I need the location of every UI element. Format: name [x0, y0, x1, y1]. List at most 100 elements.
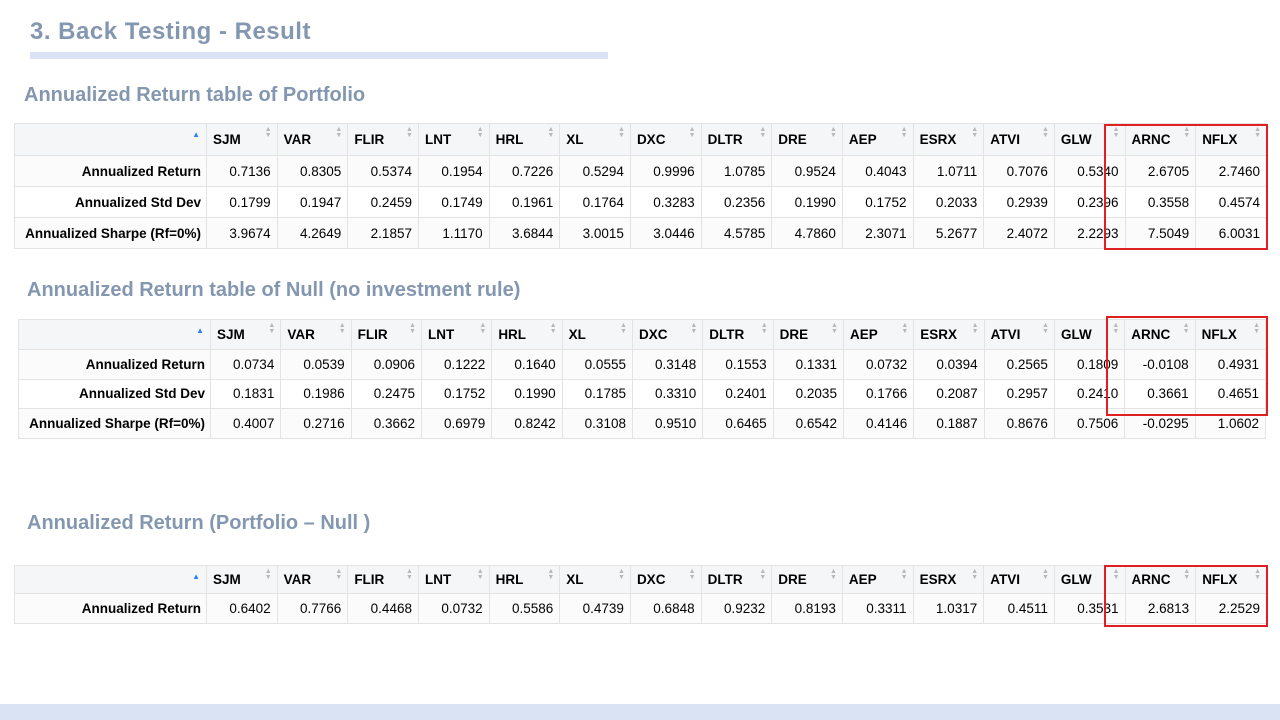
column-header-dxc[interactable]: DXC ▲ ▼ — [629, 123, 702, 156]
column-header-label: NFLX — [1202, 572, 1238, 587]
column-header-label: DRE — [779, 327, 809, 342]
column-header-flir[interactable]: FLIR ▲ ▼ — [347, 123, 419, 156]
column-header-label: XL — [568, 327, 586, 342]
column-header-var[interactable]: VAR ▲ ▼ — [280, 319, 352, 350]
table-cell-var: 0.1986 — [280, 378, 352, 409]
column-header-hrl[interactable]: HRL ▲ ▼ — [488, 565, 561, 594]
column-header-glw[interactable]: GLW ▲ ▼ — [1053, 123, 1126, 156]
table-cell-arnc: 7.5049 — [1124, 217, 1197, 249]
table-cell-arnc: -0.0295 — [1124, 408, 1196, 439]
table-cell-xl: 0.4739 — [559, 593, 631, 624]
column-header-hrl[interactable]: HRL ▲ ▼ — [488, 123, 561, 156]
column-header-sjm[interactable]: SJM ▲ ▼ — [206, 565, 278, 594]
column-header-glw[interactable]: GLW ▲ ▼ — [1053, 319, 1126, 350]
column-header-flir[interactable]: FLIR ▲ ▼ — [347, 565, 419, 594]
table-cell-xl: 0.1764 — [559, 186, 631, 218]
table-cell-glw: 0.3531 — [1053, 593, 1126, 624]
column-header-dxc[interactable]: DXC ▲ ▼ — [629, 565, 702, 594]
table-cell-sjm: 0.7136 — [206, 155, 278, 187]
column-header-dre[interactable]: DRE ▲ ▼ — [771, 123, 843, 156]
column-header-atvi[interactable]: ATVI ▲ ▼ — [983, 565, 1055, 594]
column-header-dltr[interactable]: DLTR ▲ ▼ — [702, 319, 774, 350]
sort-toggle-icon: ▲ ▼ — [549, 322, 557, 335]
table-cell-atvi: 2.4072 — [983, 217, 1055, 249]
column-header-atvi[interactable]: ATVI ▲ ▼ — [983, 319, 1055, 350]
row-label: Annualized Sharpe (Rf=0%) — [18, 408, 211, 439]
sort-toggle-icon: ▲ ▼ — [1253, 322, 1260, 335]
column-header-esrx[interactable]: ESRX ▲ ▼ — [912, 565, 985, 594]
column-header-lnt[interactable]: LNT ▲ ▼ — [417, 565, 490, 594]
table-cell-flir: 0.3662 — [350, 408, 422, 439]
column-header-label: HRL — [498, 327, 527, 342]
column-header-dxc[interactable]: DXC ▲ ▼ — [631, 319, 704, 350]
sort-toggle-icon: ▲ ▼ — [1112, 568, 1120, 581]
column-header-dre[interactable]: DRE ▲ ▼ — [772, 319, 844, 350]
column-header-dltr[interactable]: DLTR ▲ ▼ — [700, 565, 773, 594]
column-header-var[interactable]: VAR ▲ ▼ — [276, 565, 349, 594]
column-header-dre[interactable]: DRE ▲ ▼ — [771, 565, 843, 594]
column-header-esrx[interactable]: ESRX ▲ ▼ — [913, 319, 985, 350]
portfolio-table: ▲ SJM ▲ ▼ VAR ▲ ▼ FLIR ▲ ▼ LNT ▲ ▼ HRL ▲ ▼ XL ▲ ▼ DXC ▲ ▼ DLTR… — [14, 123, 1267, 249]
sort-index-header[interactable]: ▲ — [14, 565, 207, 594]
column-header-nflx[interactable]: NFLX ▲ ▼ — [1194, 319, 1267, 350]
column-header-lnt[interactable]: LNT ▲ ▼ — [420, 319, 493, 350]
column-header-aep[interactable]: AEP ▲ ▼ — [842, 319, 915, 350]
column-header-sjm[interactable]: SJM ▲ ▼ — [206, 123, 278, 156]
table-cell-dxc: 0.9510 — [631, 408, 704, 439]
sort-toggle-icon: ▲ ▼ — [690, 322, 698, 335]
column-header-aep[interactable]: AEP ▲ ▼ — [841, 123, 914, 156]
column-header-label: DLTR — [707, 132, 743, 147]
column-header-arnc[interactable]: ARNC ▲ ▼ — [1124, 123, 1197, 156]
table-cell-glw: 0.5340 — [1053, 155, 1126, 187]
sort-index-header[interactable]: ▲ — [18, 319, 211, 350]
column-header-xl[interactable]: XL ▲ ▼ — [559, 123, 631, 156]
row-label: Annualized Return — [14, 155, 207, 187]
table-cell-glw: 0.7506 — [1053, 408, 1126, 439]
column-header-xl[interactable]: XL ▲ ▼ — [561, 319, 633, 350]
sort-index-header[interactable]: ▲ — [14, 123, 207, 156]
sort-toggle-icon: ▲ ▼ — [971, 322, 979, 335]
table-cell-nflx: 0.4574 — [1195, 186, 1267, 218]
sort-toggle-icon: ▲ ▼ — [620, 322, 627, 335]
table-cell-arnc: 0.3661 — [1124, 378, 1196, 409]
sort-toggle-icon: ▲ ▼ — [1112, 126, 1120, 139]
null-section-title: Annualized Return table of Null (no inve… — [27, 279, 521, 301]
table-cell-esrx: 0.2033 — [912, 186, 985, 218]
table-cell-dre: 0.9524 — [771, 155, 843, 187]
portfolio-highlight-box — [1104, 124, 1268, 250]
column-header-label: VAR — [283, 572, 312, 587]
sort-toggle-icon: ▲ ▼ — [688, 126, 696, 139]
column-header-label: GLW — [1060, 132, 1092, 147]
table-cell-aep: 0.3311 — [841, 593, 914, 624]
sort-toggle-icon: ▲ ▼ — [1183, 126, 1191, 139]
column-header-label: AEP — [848, 132, 877, 147]
table-cell-lnt: 0.1222 — [420, 349, 493, 380]
column-header-dltr[interactable]: DLTR ▲ ▼ — [700, 123, 773, 156]
column-header-flir[interactable]: FLIR ▲ ▼ — [350, 319, 422, 350]
column-header-atvi[interactable]: ATVI ▲ ▼ — [983, 123, 1055, 156]
row-label: Annualized Std Dev — [14, 186, 207, 218]
column-header-aep[interactable]: AEP ▲ ▼ — [841, 565, 914, 594]
column-header-label: DRE — [778, 132, 807, 147]
null-table-table: ▲ SJM ▲ ▼ VAR ▲ ▼ FLIR ▲ ▼ LNT ▲ ▼ HRL ▲ ▼ XL ▲ ▼ DXC ▲ ▼ DLTR… — [18, 319, 1267, 439]
column-header-var[interactable]: VAR ▲ ▼ — [276, 123, 349, 156]
table-row: Annualized Sharpe (Rf=0%) 3.9674 4.2649 2.1… — [14, 217, 1267, 249]
column-header-hrl[interactable]: HRL ▲ ▼ — [491, 319, 563, 350]
table-cell-esrx: 0.1887 — [913, 408, 985, 439]
sort-toggle-icon: ▲ ▼ — [1042, 322, 1049, 335]
table-cell-dltr: 0.6465 — [702, 408, 774, 439]
column-header-esrx[interactable]: ESRX ▲ ▼ — [912, 123, 985, 156]
column-header-lnt[interactable]: LNT ▲ ▼ — [417, 123, 490, 156]
table-cell-sjm: 0.1799 — [206, 186, 278, 218]
table-cell-nflx: 2.2529 — [1195, 593, 1267, 624]
column-header-arnc[interactable]: ARNC ▲ ▼ — [1124, 319, 1196, 350]
table-cell-aep: 0.4043 — [841, 155, 914, 187]
table-cell-dltr: 0.2401 — [702, 378, 774, 409]
column-header-xl[interactable]: XL ▲ ▼ — [559, 565, 631, 594]
table-cell-lnt: 0.1954 — [417, 155, 490, 187]
column-header-sjm[interactable]: SJM ▲ ▼ — [209, 319, 282, 350]
column-header-glw[interactable]: GLW ▲ ▼ — [1053, 565, 1126, 594]
column-header-label: SJM — [217, 327, 245, 342]
row-label: Annualized Sharpe (Rf=0%) — [14, 217, 207, 249]
sort-toggle-icon: ▲ ▼ — [1183, 568, 1191, 581]
